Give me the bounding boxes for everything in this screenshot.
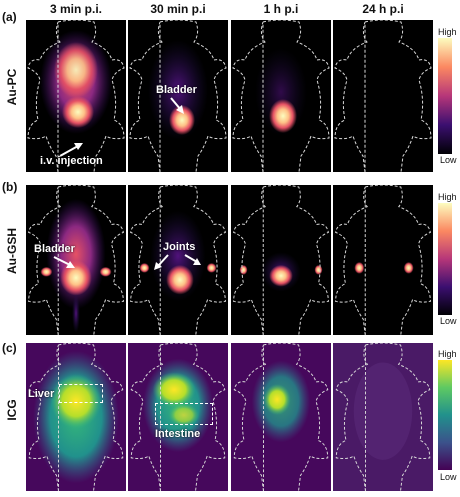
image-icg-3min [26, 343, 126, 491]
image-au-pc-30min [128, 20, 228, 172]
row-label-au-gsh: Au-GSH [5, 228, 19, 274]
arrow-joints-left [154, 254, 169, 270]
image-au-gsh-24h [333, 185, 433, 335]
image-au-pc-24h [333, 20, 433, 172]
annotation-injection: i.v. injection [40, 155, 103, 167]
annotation-joints: Joints [163, 241, 196, 253]
colorbar-magma-a [438, 38, 452, 154]
colorbar-a-low: Low [440, 155, 457, 165]
colorbar-a-high: High [438, 27, 457, 37]
annotation-intestine: Intestine [155, 428, 201, 440]
intestine-box [155, 403, 213, 425]
row-label-au-pc: Au-PC [5, 68, 19, 106]
image-au-gsh-3min [26, 185, 126, 335]
arrow-bladder-a [170, 97, 184, 114]
colorbar-b-low: Low [440, 316, 457, 326]
colorbar-b-high: High [438, 192, 457, 202]
image-icg-30min [128, 343, 228, 491]
image-au-gsh-30min [128, 185, 228, 335]
column-title-24h: 24 h p.i [362, 2, 404, 16]
arrow-bladder-b [53, 256, 75, 268]
panel-label-c: (c) [2, 341, 17, 355]
liver-box [59, 384, 103, 403]
panel-label-b: (b) [2, 180, 18, 194]
image-icg-1h [231, 343, 331, 491]
panel-label-a: (a) [2, 10, 17, 24]
colorbar-c-high: High [438, 349, 457, 359]
column-title-30min: 30 min p.i [150, 2, 206, 16]
image-au-pc-3min [26, 20, 126, 172]
column-title-1h: 1 h p.i [263, 2, 299, 16]
arrow-joints-right [184, 254, 201, 265]
arrow-injection [59, 143, 83, 157]
image-au-pc-1h [231, 20, 331, 172]
annotation-bladder-b: Bladder [34, 243, 75, 255]
column-title-3min: 3 min p.i. [49, 2, 102, 16]
image-icg-24h [333, 343, 433, 491]
annotation-liver: Liver [28, 388, 55, 400]
colorbar-viridis-c [438, 360, 452, 470]
annotation-bladder-a: Bladder [156, 84, 197, 96]
row-label-icg: ICG [5, 399, 19, 421]
colorbar-c-low: Low [440, 472, 457, 482]
image-au-gsh-1h [231, 185, 331, 335]
colorbar-magma-b [438, 203, 452, 315]
